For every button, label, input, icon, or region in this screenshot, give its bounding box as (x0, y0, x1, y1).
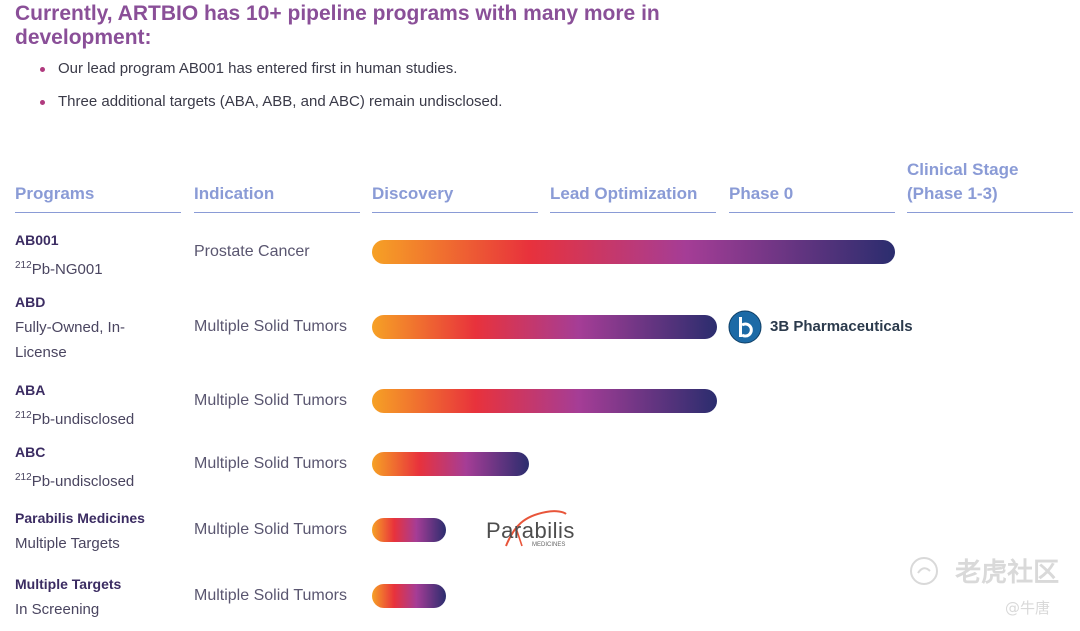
parabilis-swoosh-icon (505, 510, 567, 547)
program-subtitle-text: Pb-NG001 (31, 261, 103, 278)
program-subtitle: Fully-Owned, In-License (15, 315, 165, 365)
indication-label: Multiple Solid Tumors (194, 521, 347, 538)
program-name: AB001 (15, 232, 59, 248)
column-header-lead-optimization: Lead Optimization (550, 182, 716, 213)
program-subtitle-text: In Screening (15, 601, 100, 618)
bullet-dot (40, 100, 45, 105)
indication-label: Multiple Solid Tumors (194, 587, 347, 604)
watermark-author: @牛唐 (1005, 599, 1051, 617)
program-subtitle-text: Multiple Targets (15, 535, 120, 552)
parabilis-logo-subtext: MEDICINES (532, 542, 566, 548)
program-name: Parabilis Medicines (15, 510, 145, 526)
pipeline-progress-bar (372, 389, 717, 413)
program-name-cell: ABA 212Pb-undisclosed (15, 378, 165, 432)
bullet-dot (40, 67, 45, 72)
parabilis-logo-text: Parabilis (486, 518, 575, 543)
column-header-clinical-stage: Clinical Stage (Phase 1-3) (907, 158, 1073, 213)
bullet-list: Our lead program AB001 has entered first… (40, 58, 502, 124)
program-subtitle-text: Pb-undisclosed (31, 411, 135, 428)
program-subtitle: In Screening (15, 597, 165, 622)
column-header-discovery: Discovery (372, 182, 538, 213)
pipeline-progress-bar (372, 518, 446, 542)
indication-label: Multiple Solid Tumors (194, 392, 347, 409)
clinical-stage-line2: (Phase 1-3) (907, 184, 998, 203)
program-subtitle: 212Pb-NG001 (15, 253, 165, 282)
indication-label: Multiple Solid Tumors (194, 455, 347, 472)
bullet-item: Our lead program AB001 has entered first… (40, 58, 502, 91)
program-subtitle: 212Pb-undisclosed (15, 403, 165, 432)
3b-logo-text: 3B Pharmaceuticals (770, 318, 913, 335)
watermark-logo-icon (910, 556, 938, 585)
isotope-superscript: 212 (15, 260, 32, 271)
program-name-cell: Multiple Targets In Screening (15, 572, 165, 622)
indication-label: Multiple Solid Tumors (194, 318, 347, 335)
headline: Currently, ARTBIO has 10+ pipeline progr… (15, 2, 660, 49)
program-name: ABA (15, 382, 46, 398)
partner-logo-parabilis: Parabilis MEDICINES (486, 506, 586, 552)
watermark-brand: 老虎社区 (908, 552, 1059, 589)
pipeline-progress-bar (372, 452, 530, 476)
isotope-superscript: 212 (15, 472, 32, 483)
program-name-cell: Parabilis Medicines Multiple Targets (15, 506, 165, 556)
partner-logo-3b: 3B Pharmaceuticals (728, 310, 928, 344)
column-header-programs: Programs (15, 182, 181, 213)
program-subtitle-text: Pb-undisclosed (31, 473, 135, 490)
bullet-item: Three additional targets (ABA, ABB, and … (40, 91, 502, 124)
3b-logo-icon (728, 310, 762, 344)
program-name: Multiple Targets (15, 576, 122, 592)
program-name-cell: ABC 212Pb-undisclosed (15, 440, 165, 494)
isotope-superscript: 212 (15, 410, 32, 421)
column-header-indication: Indication (194, 182, 360, 213)
pipeline-progress-bar (372, 584, 446, 608)
clinical-stage-line1: Clinical Stage (907, 160, 1019, 179)
column-header-phase-0: Phase 0 (729, 182, 895, 213)
pipeline-progress-bar (372, 240, 895, 264)
program-name: ABC (15, 444, 46, 460)
program-subtitle-text: Fully-Owned, In-License (15, 319, 126, 361)
program-name-cell: ABD Fully-Owned, In-License (15, 290, 165, 365)
program-name: ABD (15, 294, 46, 310)
program-name-cell: AB001 212Pb-NG001 (15, 228, 165, 282)
indication-label: Prostate Cancer (194, 243, 310, 260)
pipeline-progress-bar (372, 315, 717, 339)
program-subtitle: 212Pb-undisclosed (15, 465, 165, 494)
program-subtitle: Multiple Targets (15, 531, 165, 556)
